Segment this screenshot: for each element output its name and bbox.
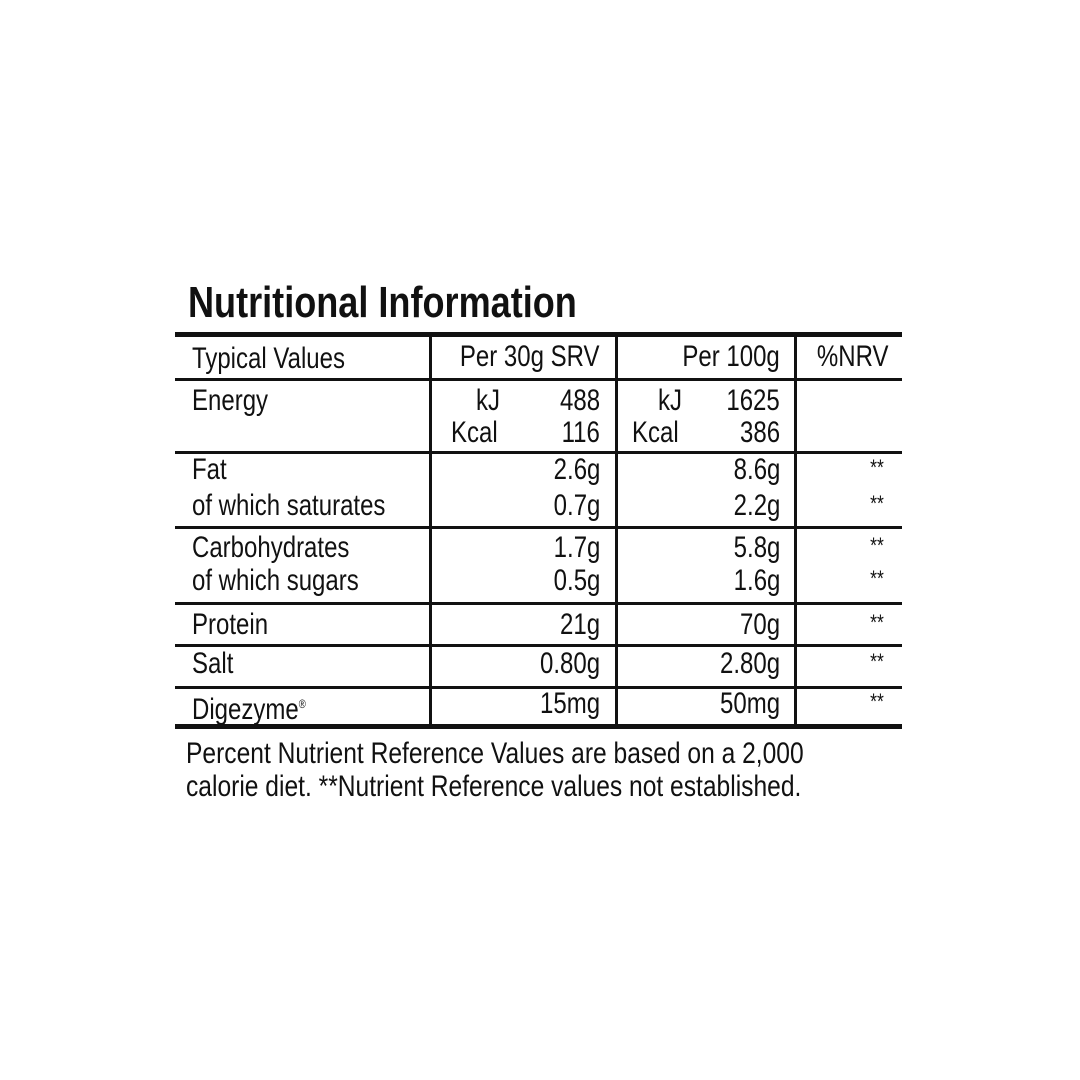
per100-kj: 1625 <box>726 384 780 417</box>
column-divider <box>429 334 432 727</box>
header-per-100g: Per 100g <box>682 340 780 373</box>
bottom-rule <box>175 724 902 729</box>
footnote-line-2: calorie diet. **Nutrient Reference value… <box>186 770 802 803</box>
per-100g-value: 2.2g <box>733 489 780 522</box>
row-label-text: of which saturates <box>192 489 386 522</box>
nrv-value: ** <box>870 566 884 591</box>
row-label-text: Salt <box>192 647 234 680</box>
per-serving-value: 2.6g <box>553 453 600 486</box>
row-label-energy: Energy <box>192 384 269 417</box>
row-label-text: Digezyme <box>192 693 299 726</box>
row-label: Salt <box>192 646 233 682</box>
per-100g-value: 1.6g <box>733 564 780 597</box>
divider <box>175 686 902 689</box>
row-label-text: Fat <box>192 453 227 486</box>
row-label: Digezyme® <box>192 686 306 726</box>
row-label: Carbohydrates <box>192 530 349 566</box>
srv-kcal: 116 <box>561 416 600 449</box>
unit-kcal: Kcal <box>451 416 498 449</box>
column-divider <box>615 334 618 727</box>
row-label: Protein <box>192 607 268 643</box>
header-typical-values: Typical Values <box>192 342 345 375</box>
row-label-text: Protein <box>192 608 269 641</box>
row-label-text: Carbohydrates <box>192 531 350 564</box>
divider <box>175 602 902 605</box>
row-label: Fat <box>192 452 227 488</box>
per-serving-value: 1.7g <box>553 531 600 564</box>
nrv-value: ** <box>870 689 884 714</box>
per-serving-value: 0.5g <box>553 564 600 597</box>
divider <box>175 526 902 529</box>
nrv-value: ** <box>870 533 884 558</box>
column-divider <box>794 334 797 727</box>
per100-kcal: 386 <box>739 416 780 449</box>
per-serving-value: 15mg <box>539 687 600 720</box>
row-label: of which sugars <box>192 563 359 599</box>
unit-kcal: Kcal <box>632 416 679 449</box>
footnote-line-1: Percent Nutrient Reference Values are ba… <box>186 737 804 770</box>
nrv-value: ** <box>870 455 884 480</box>
unit-kj: kJ <box>658 384 682 417</box>
row-label: of which saturates <box>192 488 385 524</box>
per-100g-value: 50mg <box>719 687 780 720</box>
page-title: Nutritional Information <box>188 278 577 327</box>
per-serving-value: 0.80g <box>539 647 600 680</box>
per-100g-value: 8.6g <box>733 453 780 486</box>
per-serving-value: 0.7g <box>553 489 600 522</box>
header-nrv: %NRV <box>816 340 888 373</box>
per-100g-value: 70g <box>739 608 780 641</box>
per-100g-value: 5.8g <box>733 531 780 564</box>
per-serving-value: 21g <box>559 608 600 641</box>
srv-kj: 488 <box>559 384 600 417</box>
top-rule <box>175 332 902 337</box>
divider <box>175 451 902 454</box>
divider <box>175 644 902 647</box>
registered-mark: ® <box>298 697 306 711</box>
nrv-value: ** <box>870 491 884 516</box>
unit-kj: kJ <box>476 384 500 417</box>
per-100g-value: 2.80g <box>719 647 780 680</box>
header-per-serving: Per 30g SRV <box>460 340 600 373</box>
divider <box>175 378 902 381</box>
nrv-value: ** <box>870 649 884 674</box>
row-label-text: of which sugars <box>192 564 359 597</box>
nrv-value: ** <box>870 610 884 635</box>
